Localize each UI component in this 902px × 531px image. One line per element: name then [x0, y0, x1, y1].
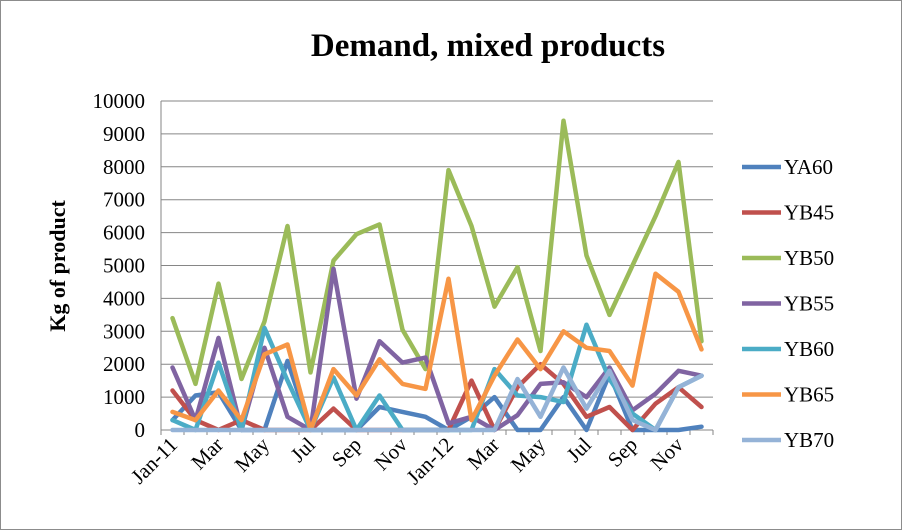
y-tick-label: 7000	[103, 188, 145, 212]
y-tick-label: 8000	[103, 155, 145, 179]
gridlines	[161, 100, 713, 398]
legend-label-yb65: YB65	[784, 383, 834, 407]
legend-label-yb45: YB45	[784, 201, 834, 225]
x-tick-label: Nov	[645, 432, 688, 475]
y-tick-label: 6000	[103, 221, 145, 245]
legend: YA60 YB45 YB50 YB55 YB60 YB65 YB70	[742, 155, 834, 452]
series-line-yb50	[170, 118, 704, 387]
series-line-yb70	[170, 365, 704, 433]
x-tick-label: Sep	[603, 433, 642, 472]
x-tick-label: Jul	[286, 432, 320, 466]
y-tick-label: 5000	[103, 254, 145, 278]
x-tick-label: May	[506, 432, 551, 477]
y-tick-label: 2000	[103, 352, 145, 376]
x-tick-label: Mar	[462, 433, 504, 475]
x-tick-label: Jan-12	[401, 433, 458, 490]
legend-label-yb50: YB50	[784, 246, 834, 270]
y-axis-label: Kg of product	[45, 200, 70, 332]
legend-label-yb60: YB60	[784, 337, 834, 361]
x-tick-label: Sep	[327, 433, 366, 472]
y-tick-label: 3000	[103, 319, 145, 343]
series-line-yb65	[170, 271, 704, 433]
x-tick-label: May	[230, 432, 275, 477]
chart-title: Demand, mixed products	[311, 28, 665, 64]
y-axis-ticks: 0 1000 2000 3000 4000 5000 6000 7000 8000 9000 100…	[93, 89, 146, 442]
legend-label-yb55: YB55	[784, 292, 834, 316]
y-tick-label: 4000	[103, 286, 145, 310]
y-tick-label: 0	[135, 418, 146, 442]
legend-label-yb70: YB70	[784, 428, 834, 452]
x-tick-label: Jul	[562, 432, 596, 466]
legend-label-ya60: YA60	[784, 155, 833, 179]
y-tick-label: 9000	[103, 122, 145, 146]
x-tick-label: Mar	[186, 433, 228, 475]
y-tick-label: 1000	[103, 385, 145, 409]
y-tick-label: 10000	[93, 89, 146, 113]
series-lines	[170, 118, 704, 433]
